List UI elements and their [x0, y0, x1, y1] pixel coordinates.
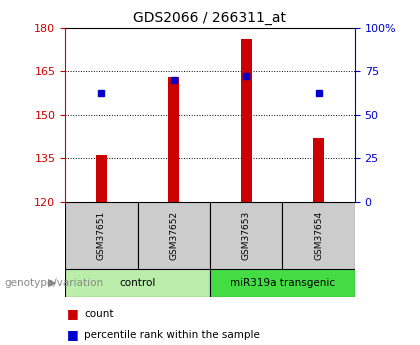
Title: GDS2066 / 266311_at: GDS2066 / 266311_at	[134, 11, 286, 25]
Text: GSM37654: GSM37654	[314, 211, 323, 260]
Bar	[241, 39, 252, 202]
Bar	[313, 138, 324, 202]
Bar	[168, 77, 179, 202]
Text: ▶: ▶	[48, 278, 57, 288]
Bar	[138, 202, 210, 269]
Bar	[210, 202, 282, 269]
Text: ■: ■	[67, 307, 79, 321]
Text: count: count	[84, 309, 113, 319]
Text: miR319a transgenic: miR319a transgenic	[230, 278, 335, 288]
Bar	[65, 202, 138, 269]
Text: GSM37651: GSM37651	[97, 211, 106, 260]
Text: genotype/variation: genotype/variation	[4, 278, 103, 288]
Bar	[210, 269, 355, 297]
Text: GSM37652: GSM37652	[169, 211, 178, 260]
Bar	[96, 155, 107, 202]
Bar	[282, 202, 355, 269]
Bar	[65, 269, 210, 297]
Text: control: control	[119, 278, 156, 288]
Text: ■: ■	[67, 328, 79, 341]
Text: GSM37653: GSM37653	[242, 211, 251, 260]
Text: percentile rank within the sample: percentile rank within the sample	[84, 330, 260, 339]
